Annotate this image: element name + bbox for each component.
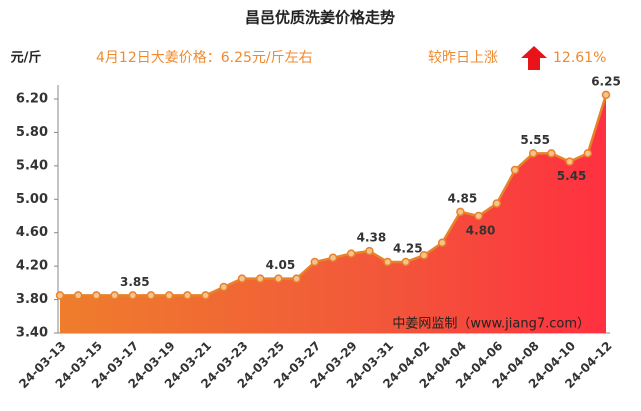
point	[456, 207, 465, 217]
point	[565, 157, 574, 166]
point	[219, 282, 229, 292]
value-label: 6.25	[591, 74, 621, 88]
value-label: 4.38	[357, 231, 387, 245]
point	[401, 257, 411, 267]
point	[55, 291, 65, 300]
point	[492, 199, 502, 208]
y-tick-label: 5.40	[16, 158, 48, 173]
value-label: 4.80	[466, 224, 496, 238]
y-unit: 元/斤	[11, 50, 42, 66]
point	[274, 274, 283, 283]
y-tick-label: 3.80	[16, 292, 48, 307]
point	[201, 291, 210, 300]
point	[383, 257, 392, 267]
point	[510, 165, 520, 175]
value-label: 5.55	[520, 133, 550, 147]
up-arrow	[521, 46, 547, 70]
point	[583, 149, 593, 158]
change-value: 12.61%	[553, 50, 606, 66]
watermark: 中姜网监制（www.jiang7.com）	[392, 317, 590, 332]
point	[73, 291, 83, 300]
point	[547, 149, 556, 158]
point	[110, 291, 119, 300]
point	[255, 274, 265, 283]
point	[310, 257, 320, 267]
point	[328, 253, 338, 263]
point	[528, 149, 538, 158]
y-tick-label: 4.60	[16, 225, 48, 240]
point	[346, 249, 356, 258]
point	[183, 291, 192, 300]
y-tick-label: 3.40	[16, 326, 48, 341]
point	[365, 246, 374, 256]
point	[237, 274, 247, 283]
point	[164, 291, 174, 300]
point	[419, 251, 429, 260]
point	[128, 291, 138, 300]
y-tick-label: 6.20	[16, 92, 48, 107]
value-label: 4.25	[393, 241, 423, 255]
value-label: 4.85	[448, 191, 478, 205]
value-label: 5.45	[557, 169, 587, 183]
value-label: 3.85	[120, 275, 150, 289]
point	[474, 211, 483, 221]
point	[601, 90, 611, 100]
point	[92, 291, 101, 300]
area	[60, 94, 606, 333]
value-label: 4.05	[266, 258, 296, 272]
y-tick-label: 5.80	[16, 125, 48, 140]
chart-title: 昌邑优质洗姜价格走势	[245, 9, 395, 27]
y-tick-label: 5.00	[16, 192, 48, 207]
annotation: 4月12日大姜价格：6.25元/斤左右	[96, 50, 313, 66]
y-tick-label: 4.20	[16, 259, 48, 274]
point	[292, 274, 301, 283]
point	[437, 238, 447, 247]
change-label: 较昨日上涨	[428, 50, 498, 66]
point	[146, 291, 156, 300]
